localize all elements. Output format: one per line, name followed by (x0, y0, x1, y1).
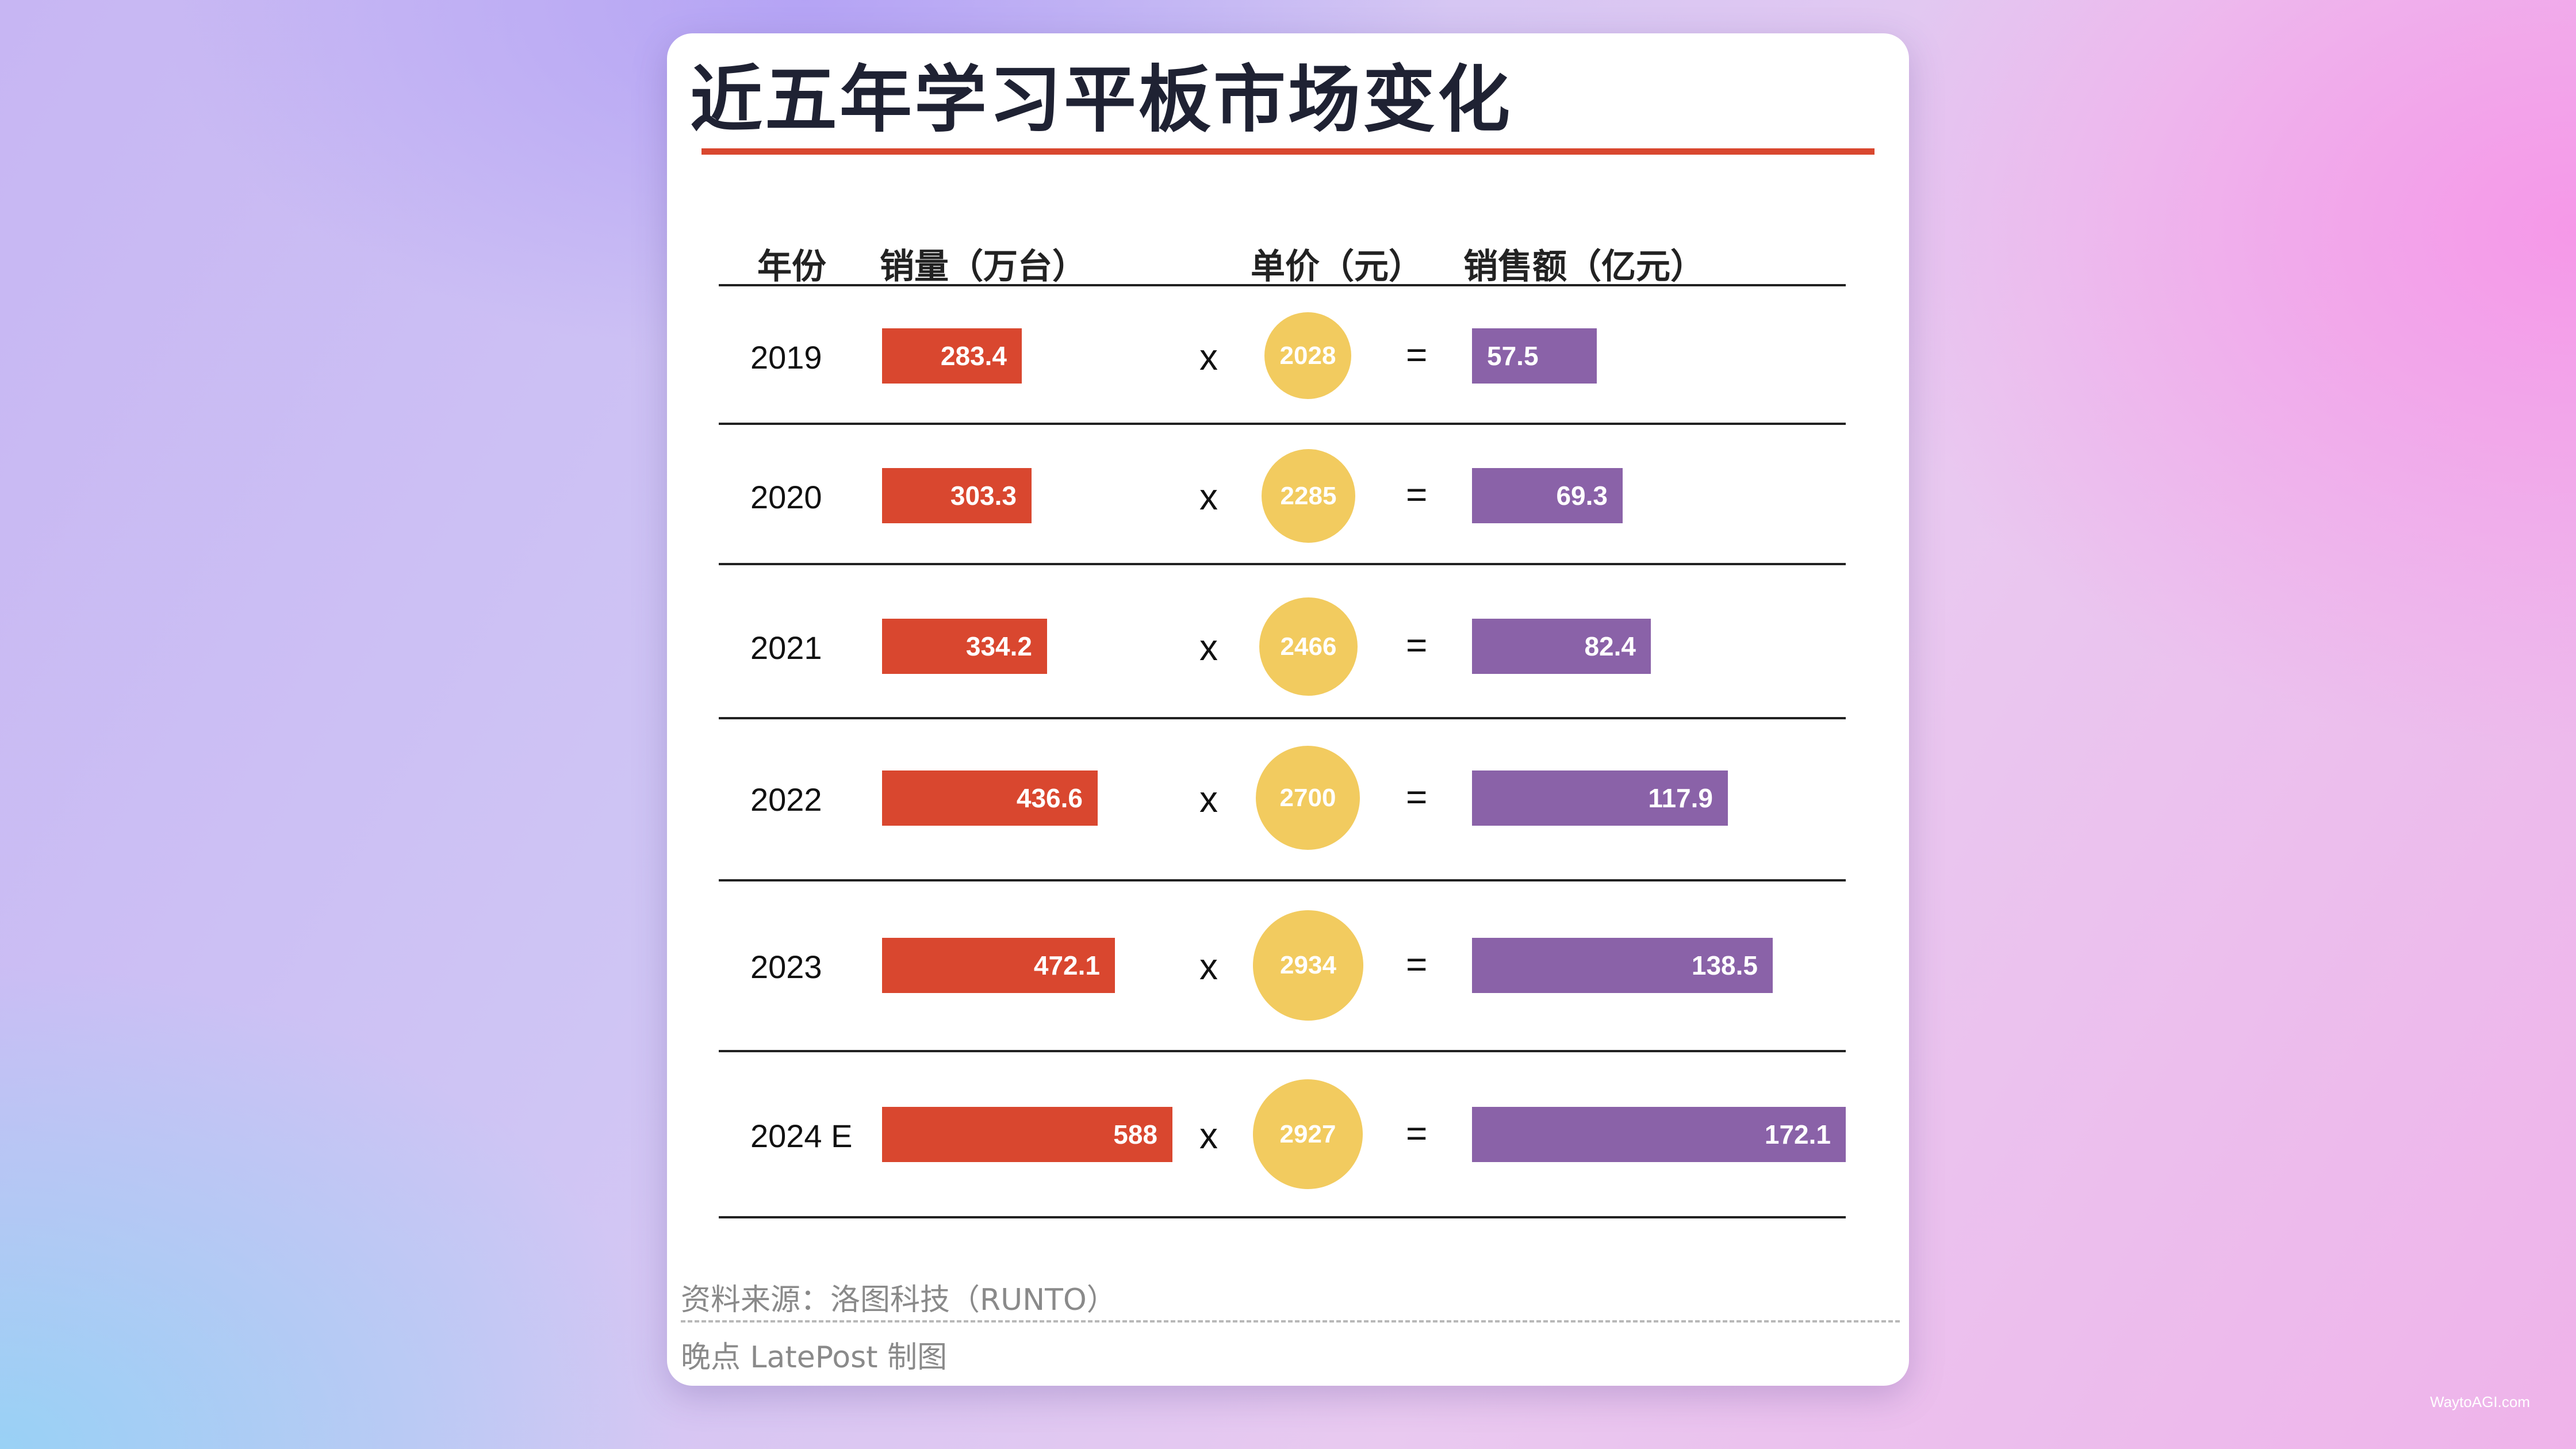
revenue-bar: 69.3 (1472, 468, 1623, 523)
price-circle: 2285 (1262, 449, 1355, 543)
equals-sign: = (1406, 624, 1428, 666)
title-underline (702, 148, 1874, 155)
chart-card: 近五年学习平板市场变化 年份 销量（万台） 单价（元） 销售额（亿元） 2019… (667, 33, 1909, 1386)
revenue-bar: 172.1 (1472, 1107, 1846, 1162)
price-circle: 2466 (1259, 597, 1358, 696)
price-circle: 2028 (1264, 312, 1351, 399)
year-label: 2023 (750, 949, 822, 985)
equals-sign: = (1406, 944, 1428, 985)
multiply-sign: x (1199, 336, 1218, 378)
multiply-sign: x (1199, 946, 1218, 987)
row-divider (719, 879, 1846, 881)
revenue-bar: 117.9 (1472, 770, 1728, 826)
row-divider (719, 1216, 1846, 1218)
source-note: 资料来源：洛图科技（RUNTO） (681, 1283, 1117, 1317)
row-divider (719, 717, 1846, 719)
year-label: 2024 E (750, 1118, 853, 1154)
year-label: 2022 (750, 781, 822, 818)
header-year: 年份 (757, 247, 826, 287)
revenue-bar: 57.5 (1472, 328, 1597, 384)
equals-sign: = (1406, 334, 1428, 375)
multiply-sign: x (1199, 779, 1218, 820)
sales-bar: 472.1 (882, 938, 1115, 993)
row-divider (719, 423, 1846, 425)
price-circle: 2700 (1256, 746, 1360, 850)
site-mark: WaytoAGI.com (2430, 1393, 2530, 1410)
price-circle: 2934 (1253, 910, 1363, 1021)
equals-sign: = (1406, 474, 1428, 515)
revenue-bar: 82.4 (1472, 619, 1651, 674)
header-revenue: 销售额（亿元） (1463, 247, 1705, 287)
revenue-bar: 138.5 (1472, 938, 1773, 993)
sales-bar: 588 (882, 1107, 1172, 1162)
equals-sign: = (1406, 1113, 1428, 1154)
year-label: 2019 (750, 339, 822, 375)
header-sales: 销量（万台） (880, 247, 1087, 287)
multiply-sign: x (1199, 627, 1218, 668)
year-label: 2021 (750, 630, 822, 666)
price-circle: 2927 (1253, 1079, 1363, 1189)
year-label: 2020 (750, 479, 822, 515)
credit-note: 晚点 LatePost 制图 (681, 1340, 948, 1375)
multiply-sign: x (1199, 1115, 1218, 1156)
row-divider (719, 563, 1846, 565)
chart-title: 近五年学习平板市场变化 (690, 57, 1512, 142)
header-price: 单价（元） (1251, 247, 1423, 287)
sales-bar: 283.4 (882, 328, 1022, 384)
header-divider (719, 284, 1846, 286)
sales-bar: 303.3 (882, 468, 1032, 523)
multiply-sign: x (1199, 476, 1218, 518)
sales-bar: 334.2 (882, 619, 1047, 674)
equals-sign: = (1406, 776, 1428, 818)
sales-bar: 436.6 (882, 770, 1098, 826)
row-divider (719, 1050, 1846, 1052)
footer-divider (681, 1320, 1900, 1322)
